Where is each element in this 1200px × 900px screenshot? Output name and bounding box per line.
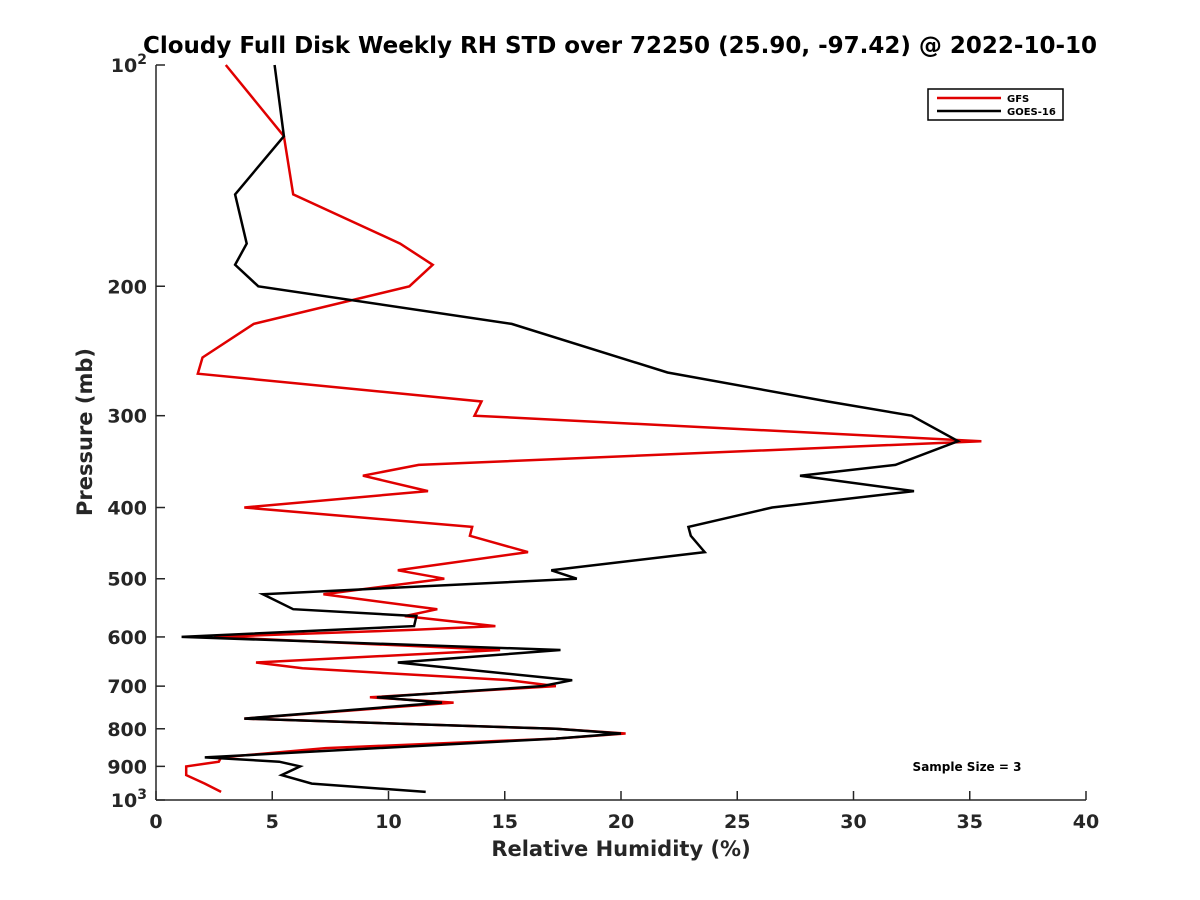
y-tick-label: 600 xyxy=(107,627,147,649)
series-line-1 xyxy=(181,64,962,794)
y-ticks: 102 200 300 400 500 600 700 800 900 103 xyxy=(107,52,165,812)
y-tick-label: 800 xyxy=(107,719,147,741)
series-layer xyxy=(181,64,982,794)
x-tick-label: 20 xyxy=(608,811,634,833)
y-tick-label: 900 xyxy=(107,756,147,778)
y-tick-label: 300 xyxy=(107,406,147,428)
y-tick-label: 700 xyxy=(107,676,147,698)
y-axis-label: Pressure (mb) xyxy=(73,348,97,516)
legend-box xyxy=(927,88,1064,121)
y-tick-label: 103 xyxy=(111,787,147,812)
x-tick-label: 15 xyxy=(492,811,518,833)
series-line-0 xyxy=(184,64,982,794)
x-tick-label: 35 xyxy=(957,811,983,833)
x-tick-label: 10 xyxy=(375,811,401,833)
x-tick-label: 0 xyxy=(149,811,162,833)
y-tick-label: 200 xyxy=(107,276,147,298)
x-tick-label: 40 xyxy=(1073,811,1099,833)
x-ticks: 0 5 10 15 20 25 30 35 40 xyxy=(149,791,1099,833)
x-axis-label: Relative Humidity (%) xyxy=(491,837,750,861)
legend-label-0: GFS xyxy=(1007,94,1029,105)
legend-label-1: GOES-16 xyxy=(1007,107,1056,118)
chart-title: Cloudy Full Disk Weekly RH STD over 7225… xyxy=(143,33,1097,59)
x-tick-label: 30 xyxy=(840,811,866,833)
y-tick-label: 102 xyxy=(111,52,147,77)
x-tick-label: 25 xyxy=(724,811,750,833)
sample-size-annotation: Sample Size = 3 xyxy=(913,760,1022,774)
plot-area xyxy=(156,65,1086,800)
y-tick-label: 500 xyxy=(107,569,147,591)
x-tick-label: 5 xyxy=(266,811,279,833)
y-tick-label: 400 xyxy=(107,498,147,520)
legend: GFS GOES-16 xyxy=(927,88,1064,121)
